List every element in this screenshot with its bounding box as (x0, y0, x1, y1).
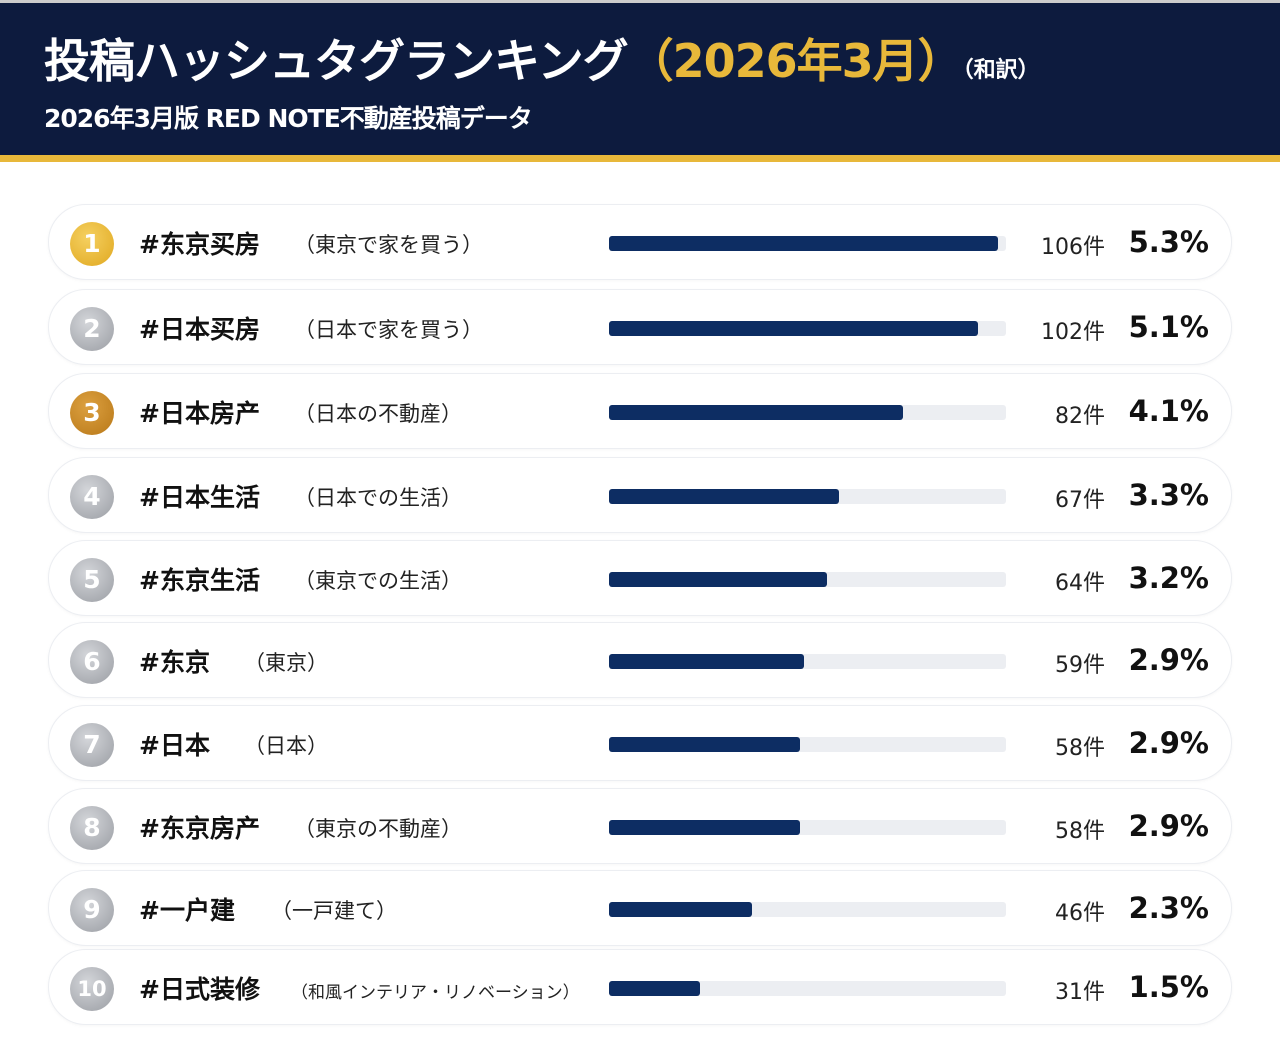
hashtag: #日本房产 (139, 399, 260, 428)
ranking-row: 10 #日式装修 （和風インテリア・リノベーション） 31件 1.5% (48, 949, 1232, 1025)
progress-bar (609, 236, 1006, 251)
hashtag-translation: （日本） (244, 734, 328, 758)
progress-fill (609, 654, 804, 669)
percent: 1.5% (1128, 970, 1209, 1004)
progress-bar (609, 981, 1006, 996)
hashtag-translation: （東京） (244, 651, 328, 675)
percent: 2.9% (1128, 809, 1209, 843)
post-count: 64件 (1055, 571, 1105, 596)
progress-fill (609, 572, 828, 587)
rank-badge: 1 (70, 222, 114, 266)
ranking-row: 2 #日本买房 （日本で家を買う） 102件 5.1% (48, 289, 1232, 365)
progress-fill (609, 321, 979, 336)
progress-bar (609, 405, 1006, 420)
ranking-row: 9 #一户建 （一戸建て） 46件 2.3% (48, 870, 1232, 946)
progress-bar (609, 489, 1006, 504)
ranking-row: 1 #东京买房 （東京で家を買う） 106件 5.3% (48, 204, 1232, 280)
progress-fill (609, 820, 800, 835)
progress-fill (609, 737, 800, 752)
hashtag: #日本 (139, 731, 210, 760)
ranking-row: 3 #日本房产 （日本の不動産） 82件 4.1% (48, 373, 1232, 449)
ranking-row: 7 #日本 （日本） 58件 2.9% (48, 705, 1232, 781)
hashtag: #东京买房 (139, 230, 260, 259)
ranking-row: 4 #日本生活 （日本での生活） 67件 3.3% (48, 457, 1232, 533)
post-count: 102件 (1041, 320, 1105, 345)
progress-bar (609, 654, 1006, 669)
percent: 5.1% (1128, 310, 1209, 344)
hashtag-translation: （東京の不動産） (294, 817, 462, 841)
rank-badge: 10 (70, 967, 114, 1011)
hashtag-translation: （東京での生活） (294, 569, 462, 593)
hashtag-translation: （和風インテリア・リノベーション） (291, 983, 580, 1003)
ranking-row: 6 #东京 （東京） 59件 2.9% (48, 622, 1232, 698)
progress-fill (609, 236, 999, 251)
progress-fill (609, 405, 903, 420)
title-text: 投稿ハッシュタグランキング (44, 34, 629, 88)
page-title: 投稿ハッシュタグランキング（2026年3月）（和訳） (44, 25, 1040, 91)
progress-bar (609, 321, 1006, 336)
rank-badge: 6 (70, 640, 114, 684)
progress-bar (609, 572, 1006, 587)
percent: 5.3% (1128, 225, 1209, 259)
percent: 3.3% (1128, 478, 1209, 512)
hashtag-translation: （日本での生活） (294, 486, 462, 510)
hashtag: #东京生活 (139, 566, 260, 595)
percent: 2.3% (1128, 891, 1209, 925)
post-count: 46件 (1055, 901, 1105, 926)
post-count: 31件 (1055, 980, 1105, 1005)
hashtag: #日本生活 (139, 483, 260, 512)
hashtag-translation: （東京で家を買う） (294, 233, 483, 257)
hashtag-translation: （日本の不動産） (294, 402, 462, 426)
rank-badge: 2 (70, 307, 114, 351)
progress-bar (609, 737, 1006, 752)
title-year: （2026年3月） (627, 34, 964, 88)
hashtag: #一户建 (139, 896, 235, 925)
percent: 2.9% (1128, 643, 1209, 677)
percent: 4.1% (1128, 394, 1209, 428)
post-count: 59件 (1055, 653, 1105, 678)
progress-bar (609, 820, 1006, 835)
hashtag: #东京房产 (139, 814, 260, 843)
subtitle: 2026年3月版 RED NOTE不動産投稿データ (44, 104, 533, 133)
post-count: 67件 (1055, 488, 1105, 513)
percent: 3.2% (1128, 561, 1209, 595)
hashtag-translation: （一戸建て） (271, 899, 397, 923)
title-note: （和訳） (962, 58, 1040, 83)
progress-fill (609, 489, 840, 504)
progress-fill (609, 981, 701, 996)
header: 投稿ハッシュタグランキング（2026年3月）（和訳） 2026年3月版 RED … (0, 0, 1280, 162)
post-count: 106件 (1041, 235, 1105, 260)
ranking-row: 8 #东京房产 （東京の不動産） 58件 2.9% (48, 788, 1232, 864)
hashtag: #日本买房 (139, 315, 260, 344)
rank-badge: 9 (70, 888, 114, 932)
ranking-row: 5 #东京生活 （東京での生活） 64件 3.2% (48, 540, 1232, 616)
post-count: 58件 (1055, 819, 1105, 844)
post-count: 58件 (1055, 736, 1105, 761)
rank-badge: 3 (70, 391, 114, 435)
rank-badge: 8 (70, 806, 114, 850)
percent: 2.9% (1128, 726, 1209, 760)
post-count: 82件 (1055, 404, 1105, 429)
progress-fill (609, 902, 752, 917)
rank-badge: 4 (70, 475, 114, 519)
hashtag-translation: （日本で家を買う） (294, 318, 483, 342)
rank-badge: 5 (70, 558, 114, 602)
progress-bar (609, 902, 1006, 917)
rank-badge: 7 (70, 723, 114, 767)
hashtag: #东京 (139, 648, 210, 677)
hashtag: #日式装修 (139, 975, 260, 1004)
